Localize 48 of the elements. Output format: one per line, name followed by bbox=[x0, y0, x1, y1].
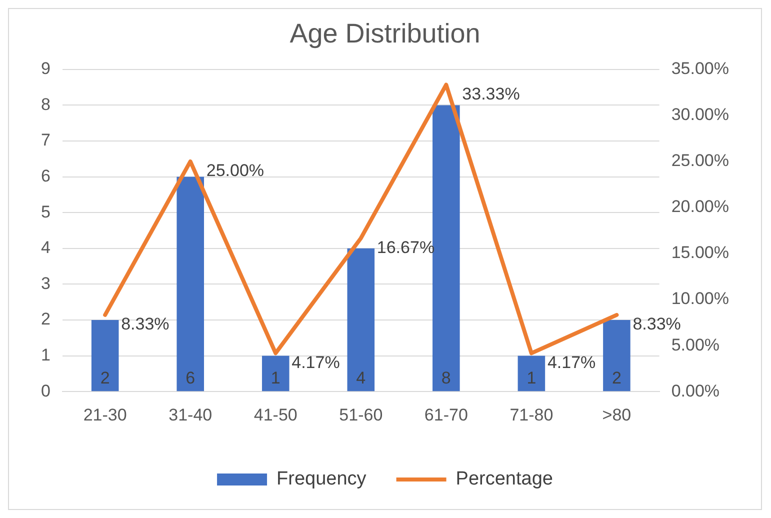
y-tick-label: 7 bbox=[40, 130, 50, 150]
y2-tick-label: 15.00% bbox=[671, 243, 730, 262]
bar bbox=[347, 248, 375, 392]
legend-label: Frequency bbox=[276, 468, 367, 490]
y-tick-label: 4 bbox=[40, 238, 50, 258]
x-tick-label: 31-40 bbox=[168, 405, 212, 424]
bar bbox=[432, 105, 460, 392]
data-label: 1 bbox=[270, 368, 280, 388]
bar bbox=[603, 320, 630, 392]
data-label: 8.33% bbox=[121, 314, 170, 334]
data-label: 33.33% bbox=[462, 84, 520, 104]
y2-tick-label: 25.00% bbox=[671, 151, 730, 170]
y2-tick-label: 30.00% bbox=[671, 105, 730, 124]
bar bbox=[518, 356, 546, 392]
y2-tick-label: 35.00% bbox=[671, 59, 730, 78]
y-tick-label: 6 bbox=[40, 166, 50, 186]
chart-title: Age Distribution bbox=[290, 18, 480, 49]
x-tick-label: 21-30 bbox=[83, 405, 127, 424]
x-tick-label: 51-60 bbox=[339, 405, 383, 424]
legend-label: Percentage bbox=[456, 468, 553, 490]
data-label: 4 bbox=[356, 368, 366, 388]
x-tick-label: 71-80 bbox=[510, 405, 554, 424]
data-label: 25.00% bbox=[206, 161, 264, 180]
y-tick-label: 1 bbox=[40, 345, 50, 364]
y2-tick-label: 20.00% bbox=[671, 197, 730, 216]
x-tick-label: 61-70 bbox=[424, 405, 468, 424]
data-label: 2 bbox=[100, 368, 110, 388]
y-tick-label: 0 bbox=[40, 381, 50, 400]
y-tick-label: 5 bbox=[40, 202, 50, 222]
bar bbox=[262, 356, 290, 392]
data-label: 4.17% bbox=[292, 352, 340, 372]
data-label: 6 bbox=[186, 368, 196, 388]
y-tick-label: 2 bbox=[40, 310, 50, 329]
y-tick-label: 8 bbox=[40, 94, 50, 114]
data-label: 1 bbox=[526, 368, 536, 388]
y2-tick-label: 5.00% bbox=[671, 335, 720, 354]
y2-tick-label: 10.00% bbox=[671, 289, 730, 308]
y-tick-label: 9 bbox=[40, 59, 50, 78]
data-label: 2 bbox=[612, 368, 622, 388]
data-label: 8 bbox=[441, 368, 451, 388]
bar bbox=[176, 176, 204, 392]
bar bbox=[91, 320, 119, 392]
y-tick-label: 3 bbox=[40, 274, 50, 293]
data-label: 8.33% bbox=[632, 314, 681, 334]
data-label: 4.17% bbox=[547, 352, 596, 372]
y2-tick-label: 0.00% bbox=[671, 381, 720, 400]
x-tick-label: >80 bbox=[602, 405, 632, 424]
x-tick-label: 41-50 bbox=[254, 405, 298, 424]
